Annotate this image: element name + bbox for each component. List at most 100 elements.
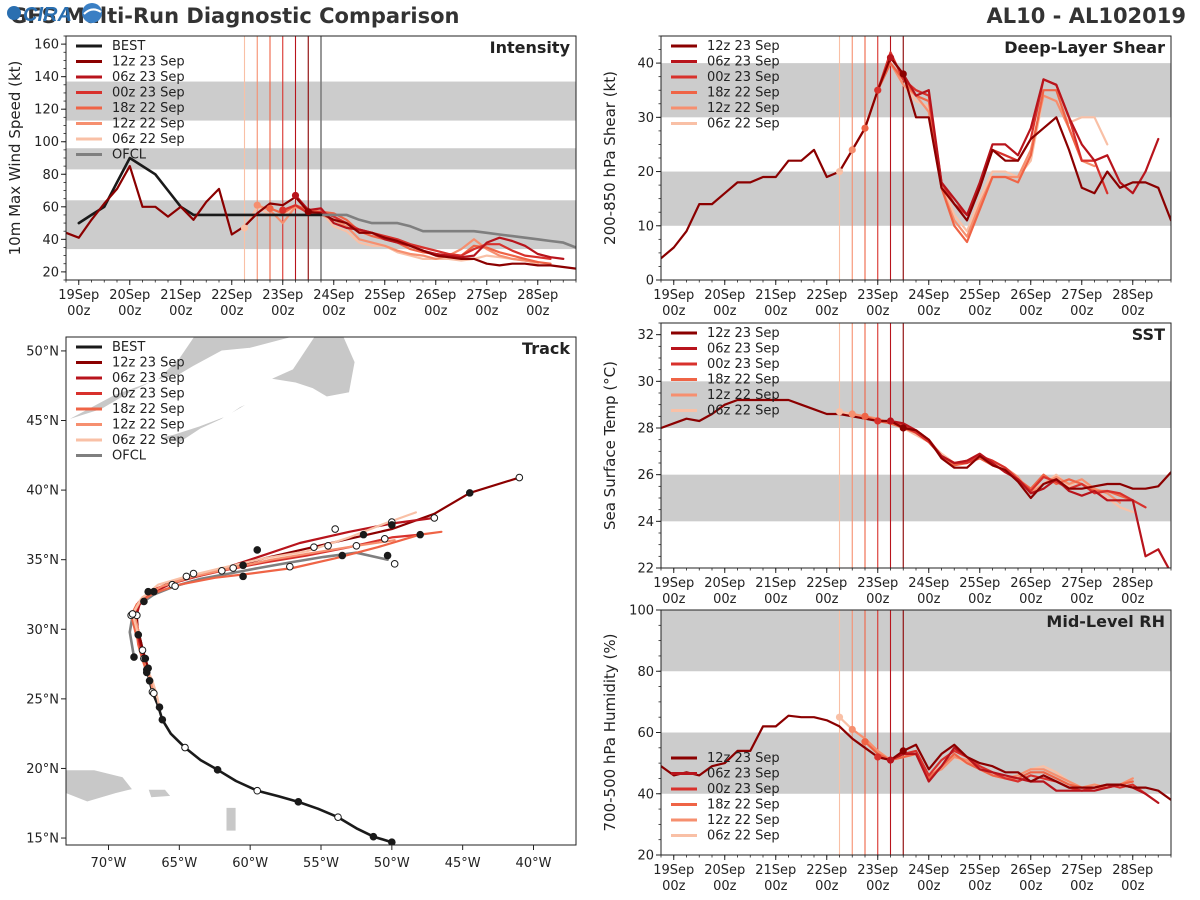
- intensity-legend-label-3: 00z 23 Sep: [112, 86, 185, 101]
- sst-legend-label-1: 06z 23 Sep: [707, 342, 780, 357]
- sst-xtick-label-hour-2: 00z: [764, 592, 788, 607]
- rh-xtick-label-day-6: 25Sep: [959, 863, 1000, 878]
- track-marker-5: [213, 766, 222, 774]
- track-marker-46: [150, 689, 158, 698]
- track-marker-36: [182, 572, 191, 581]
- sst-xtick-label-day-2: 21Sep: [755, 576, 796, 591]
- rh-plot-area: [661, 610, 1171, 855]
- sst-xtick-label-hour-5: 00z: [917, 592, 941, 607]
- intensity-xtick-label-day-8: 27Sep: [466, 288, 507, 303]
- rh-xtick-label-day-9: 28Sep: [1112, 863, 1153, 878]
- intensity-marker-5: [240, 224, 249, 232]
- intensity-legend-label-1: 12z 23 Sep: [112, 55, 185, 70]
- rh-band-1: [661, 610, 1171, 672]
- track-marker-32: [229, 564, 237, 572]
- track-xtick-label-5: 45°W: [445, 856, 481, 871]
- shear-plot-area: [661, 36, 1171, 280]
- track-marker-6: [181, 743, 189, 752]
- track-marker-13: [130, 653, 138, 661]
- rh-xtick-label-day-7: 26Sep: [1010, 863, 1051, 878]
- track-marker-9: [145, 676, 154, 685]
- intensity-xtick-label-hour-4: 00z: [271, 304, 295, 319]
- lesser-antilles-land: [225, 807, 237, 832]
- intensity-ytick-label-0: 20: [42, 265, 59, 280]
- shear-xtick-label-hour-8: 00z: [1070, 304, 1094, 319]
- rh-ytick-label-0: 20: [637, 849, 654, 864]
- track-ytick-label-1: 20°N: [26, 762, 59, 777]
- shear-panel: 01020304019Sep00z20Sep00z21Sep00z22Sep00…: [601, 35, 1172, 319]
- intensity-title: Intensity: [490, 38, 571, 57]
- intensity-xtick-label-hour-8: 00z: [475, 304, 499, 319]
- shear-legend-label-2: 00z 23 Sep: [707, 70, 780, 85]
- sst-xtick-label-day-3: 22Sep: [806, 576, 847, 591]
- intensity-xtick-label-hour-7: 00z: [424, 304, 448, 319]
- intensity-xtick-label-day-0: 19Sep: [58, 288, 99, 303]
- rh-ytick-label-1: 40: [637, 787, 654, 802]
- intensity-xtick-label-hour-2: 00z: [169, 304, 193, 319]
- storm-id-title: AL10 - AL102019: [986, 4, 1187, 28]
- rh-legend-label-5: 06z 22 Sep: [707, 829, 780, 844]
- shear-legend-label-5: 06z 22 Sep: [707, 117, 780, 132]
- shear-ytick-label-1: 10: [637, 219, 654, 234]
- shear-xtick-label-hour-4: 00z: [866, 304, 890, 319]
- intensity-ytick-label-3: 80: [42, 168, 59, 183]
- nova-scotia-land: [159, 402, 251, 444]
- track-ytick-label-4: 35°N: [26, 553, 59, 568]
- intensity-xtick-label-day-1: 20Sep: [109, 288, 150, 303]
- shear-xtick-label-hour-1: 00z: [713, 304, 737, 319]
- track-marker-12: [134, 631, 143, 639]
- intensity-xtick-label-hour-3: 00z: [220, 304, 244, 319]
- shear-marker-2: [874, 86, 882, 94]
- track-xtick-label-4: 50°W: [374, 856, 410, 871]
- track-legend-label-2: 06z 23 Sep: [112, 371, 185, 386]
- sst-ytick-label-1: 24: [637, 515, 654, 530]
- rh-legend-label-3: 18z 22 Sep: [707, 798, 780, 813]
- track-marker-3: [294, 798, 303, 806]
- shear-marker-5: [835, 167, 844, 176]
- sst-plot-area: [661, 323, 1171, 568]
- sst-xtick-label-hour-6: 00z: [968, 592, 992, 607]
- track-marker-45: [155, 703, 164, 712]
- sst-series-12z-23-sep-line: [902, 426, 1171, 500]
- rh-marker-5: [835, 713, 844, 721]
- shear-xtick-label-hour-0: 00z: [662, 304, 686, 319]
- shear-legend-label-0: 12z 23 Sep: [707, 39, 780, 54]
- rh-marker-1: [886, 756, 895, 764]
- intensity-xtick-label-day-6: 25Sep: [364, 288, 405, 303]
- intensity-marker-4: [253, 201, 261, 209]
- track-marker-20: [390, 560, 399, 568]
- intensity-marker-1: [291, 191, 300, 200]
- sst-marker-5: [835, 408, 844, 416]
- shear-marker-3: [861, 124, 869, 132]
- intensity-xtick-label-hour-5: 00z: [322, 304, 346, 319]
- shear-xtick-label-day-5: 24Sep: [908, 288, 949, 303]
- sst-legend-label-0: 12z 23 Sep: [707, 326, 780, 341]
- rh-xtick-label-hour-2: 00z: [764, 879, 788, 894]
- sst-band-0: [661, 474, 1171, 522]
- track-marker-1: [369, 832, 378, 841]
- rh-xtick-label-day-4: 23Sep: [857, 863, 898, 878]
- sst-marker-1: [886, 417, 895, 425]
- track-marker-0: [388, 838, 396, 845]
- intensity-ytick-label-4: 100: [34, 135, 59, 150]
- track-marker-26: [380, 535, 389, 543]
- rh-xtick-label-hour-5: 00z: [917, 879, 941, 894]
- shear-xtick-label-hour-3: 00z: [815, 304, 839, 319]
- track-marker-50: [144, 664, 152, 673]
- rh-ytick-label-3: 80: [637, 665, 654, 680]
- intensity-ytick-label-2: 60: [42, 200, 59, 215]
- track-ytick-label-5: 40°N: [26, 484, 59, 499]
- shear-xtick-label-hour-7: 00z: [1019, 304, 1043, 319]
- rh-legend-label-4: 12z 22 Sep: [707, 813, 780, 828]
- shear-title: Deep-Layer Shear: [1004, 38, 1165, 57]
- intensity-series-12z-23-sep-line: [307, 210, 576, 270]
- sst-ytick-label-5: 32: [637, 328, 654, 343]
- rh-series-12z-23-sep-history-line: [661, 714, 905, 777]
- track-xtick-label-1: 65°W: [161, 856, 197, 871]
- sst-ytick-label-4: 30: [637, 375, 654, 390]
- intensity-series-best-line: [77, 156, 323, 225]
- track-xtick-label-3: 55°W: [303, 856, 339, 871]
- intensity-ytick-label-6: 140: [34, 70, 59, 85]
- rh-series-12z-23-sep-line: [902, 743, 1171, 801]
